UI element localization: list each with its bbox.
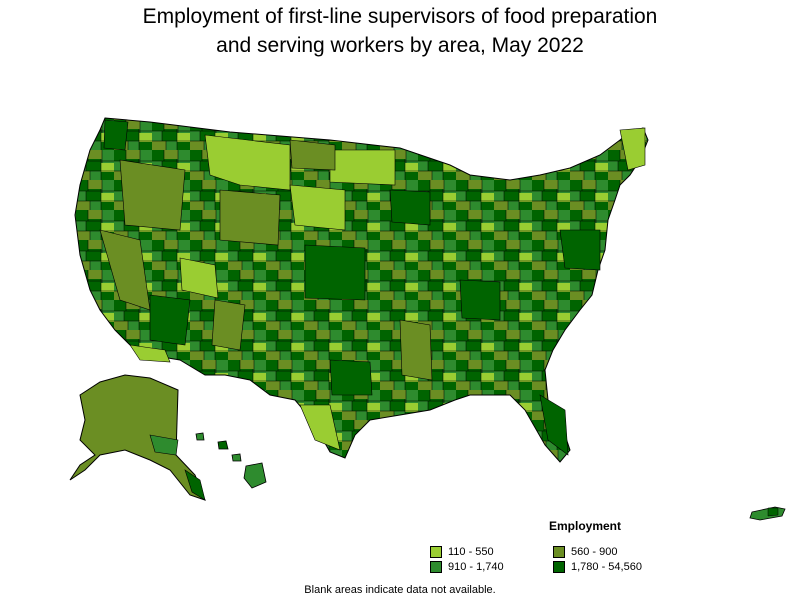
alaska-region [69, 374, 206, 501]
puerto-rico-region [749, 506, 786, 521]
legend-label: 560 - 900 [571, 546, 618, 558]
legend-swatch [553, 561, 565, 573]
legend-swatch [553, 546, 565, 558]
legend-item-560-900: 560 - 900 [553, 546, 617, 558]
lower-employment-areas [99, 127, 646, 451]
legend-label: 110 - 550 [448, 546, 494, 558]
legend-swatch [430, 561, 442, 573]
map-title-line-2: and serving workers by area, May 2022 [216, 34, 584, 57]
legend-item-110-550: 110 - 550 [430, 546, 494, 558]
legend-item-1780-54560: 1,780 - 54,560 [553, 561, 642, 573]
hawaii-region [195, 432, 267, 489]
legend-item-910-1740: 910 - 1,740 [430, 561, 504, 573]
map-title: Employment of first-line supervisors of … [0, 2, 800, 60]
footnote: Blank areas indicate data not available. [304, 584, 496, 596]
legend-swatch [430, 546, 442, 558]
map-title-line-1: Employment of first-line supervisors of … [142, 5, 658, 28]
legend-title: Employment [548, 519, 621, 533]
higher-employment-areas [103, 119, 601, 456]
legend-label: 910 - 1,740 [448, 561, 504, 573]
legend-label: 1,780 - 54,560 [571, 561, 642, 573]
